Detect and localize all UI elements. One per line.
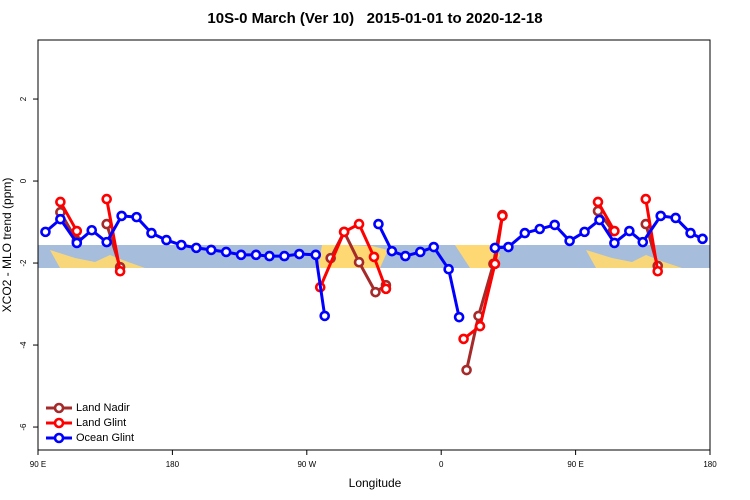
point: [101, 236, 112, 248]
point: [609, 237, 620, 249]
point: [458, 333, 469, 345]
x-tick-label: 90 W: [297, 460, 316, 469]
point: [489, 242, 501, 254]
point: [310, 249, 322, 261]
legend-label: Land Glint: [76, 417, 126, 429]
point: [685, 227, 696, 239]
point: [579, 226, 590, 238]
point: [101, 193, 112, 205]
point: [146, 227, 157, 239]
x-axis-label: Longitude: [349, 476, 402, 490]
legend-label: Land Nadir: [76, 402, 130, 414]
point: [380, 283, 392, 295]
point: [131, 211, 142, 223]
point: [594, 214, 605, 226]
point: [114, 265, 126, 277]
y-axis-label: XCO2 - MLO trend (ppm): [0, 178, 14, 313]
point: [497, 210, 508, 222]
point: [264, 250, 275, 262]
y-tick-label: 0: [19, 178, 28, 183]
point: [373, 218, 384, 230]
point: [400, 250, 411, 262]
legend-marker: [53, 417, 65, 429]
point: [640, 193, 652, 205]
point: [353, 218, 365, 230]
point: [116, 210, 127, 222]
y-tick-label: -6: [19, 423, 28, 431]
point: [519, 227, 531, 239]
point: [655, 210, 667, 222]
point: [624, 225, 635, 237]
point: [279, 250, 290, 262]
legend-marker: [53, 402, 65, 414]
point: [534, 223, 546, 235]
point: [652, 265, 664, 277]
y-tick-label: 2: [19, 96, 28, 101]
point: [353, 256, 365, 268]
point: [503, 241, 514, 253]
point: [474, 320, 486, 332]
plot-frame: [37, 39, 711, 451]
x-tick-label: 180: [166, 460, 180, 469]
point: [86, 224, 98, 236]
point: [71, 225, 83, 237]
point: [564, 235, 575, 247]
point: [697, 233, 708, 245]
point: [71, 237, 83, 249]
point: [370, 286, 381, 298]
chart-title: 10S-0 March (Ver 10) 2015-01-01 to 2020-…: [207, 10, 542, 27]
point: [205, 244, 217, 256]
x-tick-label: 180: [703, 460, 717, 469]
point: [386, 245, 398, 257]
point: [637, 236, 649, 248]
point: [489, 258, 501, 270]
point: [235, 249, 247, 261]
point: [670, 212, 681, 224]
point: [250, 249, 262, 261]
legend-marker: [53, 432, 65, 444]
point: [453, 311, 465, 323]
point: [190, 242, 202, 254]
x-tick-label: 0: [439, 460, 444, 469]
point: [294, 248, 305, 260]
point: [176, 239, 187, 251]
point: [55, 213, 66, 225]
x-tick-label: 90 E: [567, 460, 583, 469]
point: [443, 263, 454, 275]
point: [592, 196, 604, 208]
point: [40, 226, 51, 238]
legend-label: Ocean Glint: [76, 432, 134, 444]
point: [161, 234, 172, 246]
point: [609, 225, 620, 237]
point: [220, 246, 232, 258]
point: [55, 196, 66, 208]
point: [319, 310, 331, 322]
point: [428, 241, 440, 253]
x-tick-label: 90 E: [30, 460, 46, 469]
point: [549, 219, 560, 231]
point: [338, 226, 350, 238]
point: [414, 246, 426, 258]
y-tick-label: -2: [19, 259, 28, 267]
point: [368, 251, 380, 263]
y-tick-label: -4: [19, 341, 28, 349]
point: [461, 364, 472, 376]
